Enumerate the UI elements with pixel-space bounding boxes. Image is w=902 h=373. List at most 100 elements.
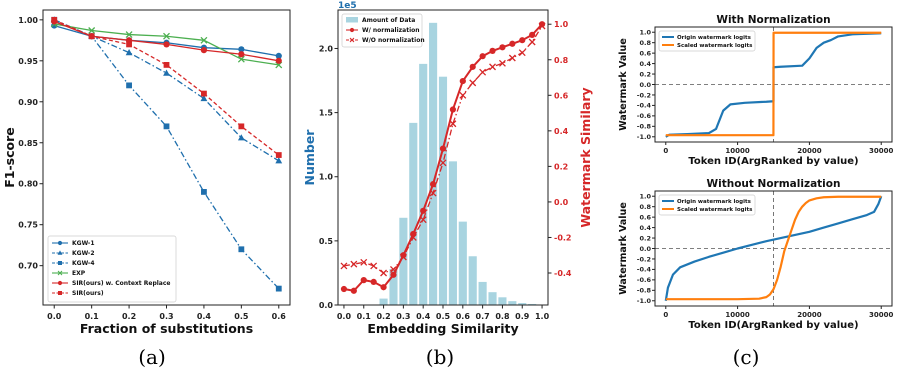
data-point — [51, 16, 58, 23]
legend: KGW-1 KGW-2 KGW-4 EXP SIR(ours) w. Context R… — [47, 235, 177, 303]
data-point — [360, 258, 368, 266]
data-point — [350, 260, 358, 268]
legend-label: W/ normalization — [362, 27, 420, 34]
y-tick-label: -0.8 — [637, 287, 652, 295]
data-point — [459, 91, 467, 99]
x-tick-label: 0.0 — [337, 312, 352, 321]
legend-label: KGW-1 — [72, 240, 95, 247]
y-tick-label: 0.85 — [18, 139, 38, 148]
x-axis-label: Token ID(ArgRanked by value) — [688, 156, 858, 167]
y-right-tick-label: -0.4 — [554, 269, 572, 278]
x-tick-label: 0.1 — [357, 312, 372, 321]
y-right-tick-label: 0.6 — [554, 91, 569, 100]
y-right-tick-label: 0.0 — [554, 198, 569, 207]
x-tick-label: 0.4 — [416, 312, 431, 321]
x-tick-label: 0.3 — [396, 312, 410, 321]
y-tick-label: 0.2 — [639, 70, 651, 78]
bar — [409, 122, 418, 305]
data-point — [519, 37, 526, 44]
data-point — [237, 134, 245, 141]
y-tick-label: 2.0 — [319, 44, 334, 53]
x-tick-label: 20000 — [797, 311, 821, 319]
legend-label: SIR(ours) — [72, 290, 104, 297]
bar — [448, 161, 457, 305]
data-point — [163, 41, 170, 48]
y-tick-label: 0.75 — [18, 221, 38, 230]
bar — [438, 76, 448, 306]
y-axis-label: Watermark Value — [618, 38, 629, 131]
y-right-axis-label: Watermark Similary — [578, 87, 593, 227]
data-point — [409, 234, 417, 241]
data-point — [538, 22, 546, 30]
x-tick-label: 0.5 — [234, 312, 249, 321]
figure-caption-3: (c) — [733, 345, 760, 369]
y-right-tick-label: 0.2 — [554, 162, 568, 171]
x-tick-label: 0.0 — [47, 312, 62, 321]
data-point — [528, 38, 536, 46]
legend-marker — [58, 291, 62, 295]
bar — [478, 281, 487, 305]
data-point — [499, 44, 506, 51]
x-tick-label: 0.8 — [495, 312, 510, 321]
data-point — [238, 246, 245, 253]
legend-label: Amount of Data — [362, 17, 415, 24]
data-point — [390, 271, 397, 278]
x-tick-label: 0.2 — [376, 312, 390, 321]
bar — [498, 297, 507, 305]
x-tick-label: 0.7 — [476, 312, 490, 321]
bars-amount-of-data — [379, 22, 537, 306]
y-tick-label: 0.6 — [639, 213, 651, 221]
legend-marker — [57, 280, 63, 286]
data-point — [238, 51, 245, 58]
data-point — [350, 287, 357, 294]
data-point — [126, 41, 132, 48]
y-tick-label: 1.5 — [319, 109, 334, 118]
data-point — [200, 36, 208, 44]
y-tick-label: 0.0 — [319, 301, 334, 310]
data-point — [163, 123, 170, 130]
y-tick-label: -1.0 — [637, 297, 652, 305]
y-tick-label: -0.8 — [637, 123, 652, 131]
data-point — [449, 106, 457, 113]
data-point — [200, 94, 208, 102]
data-point — [538, 21, 546, 28]
data-point — [469, 63, 476, 70]
series-kgw-2 — [50, 16, 283, 164]
legend-label: Scaled watermark logits — [677, 207, 753, 213]
data-point — [529, 31, 536, 38]
chart-title: Without Normalization — [707, 178, 841, 190]
x-tick-label: 0.4 — [197, 312, 212, 321]
y-tick-label: 0.8 — [639, 39, 651, 47]
x-axis-label: Embedding Similarity — [367, 321, 518, 336]
data-point — [459, 77, 466, 85]
legend-box — [47, 235, 177, 303]
y-tick-label: 0.0 — [639, 81, 651, 89]
data-point — [125, 31, 133, 39]
x-tick-label: 10000 — [725, 147, 749, 155]
series-w-o-normalization — [340, 22, 546, 277]
x-tick-label: 0 — [663, 147, 668, 155]
y-tick-label: -0.4 — [637, 102, 652, 110]
y-tick-label: 0.2 — [639, 234, 651, 242]
data-point — [360, 277, 367, 284]
legend-label: Scaled watermark logits — [677, 43, 753, 49]
data-point — [399, 253, 407, 261]
legend-box — [658, 30, 756, 52]
x-tick-label: 10000 — [725, 311, 749, 319]
bar — [389, 269, 398, 305]
legend-marker — [58, 261, 62, 265]
y-tick-label: 1.0 — [639, 29, 651, 37]
data-point — [88, 27, 96, 34]
x-tick-label: 1.0 — [535, 312, 550, 321]
series-origin-watermark-logits — [664, 195, 883, 301]
y-right-tick-label: 0.8 — [554, 56, 569, 65]
legend: Origin watermark logits Scaled watermark … — [658, 30, 756, 52]
data-point — [420, 207, 427, 214]
y-tick-label: 1.0 — [319, 173, 334, 182]
x-tick-label: 0.5 — [436, 312, 451, 321]
y-tick-label: -1.0 — [637, 133, 652, 141]
series-w-normalization — [340, 21, 546, 294]
data-point — [439, 145, 447, 152]
data-point — [163, 32, 170, 40]
data-point — [275, 285, 282, 292]
